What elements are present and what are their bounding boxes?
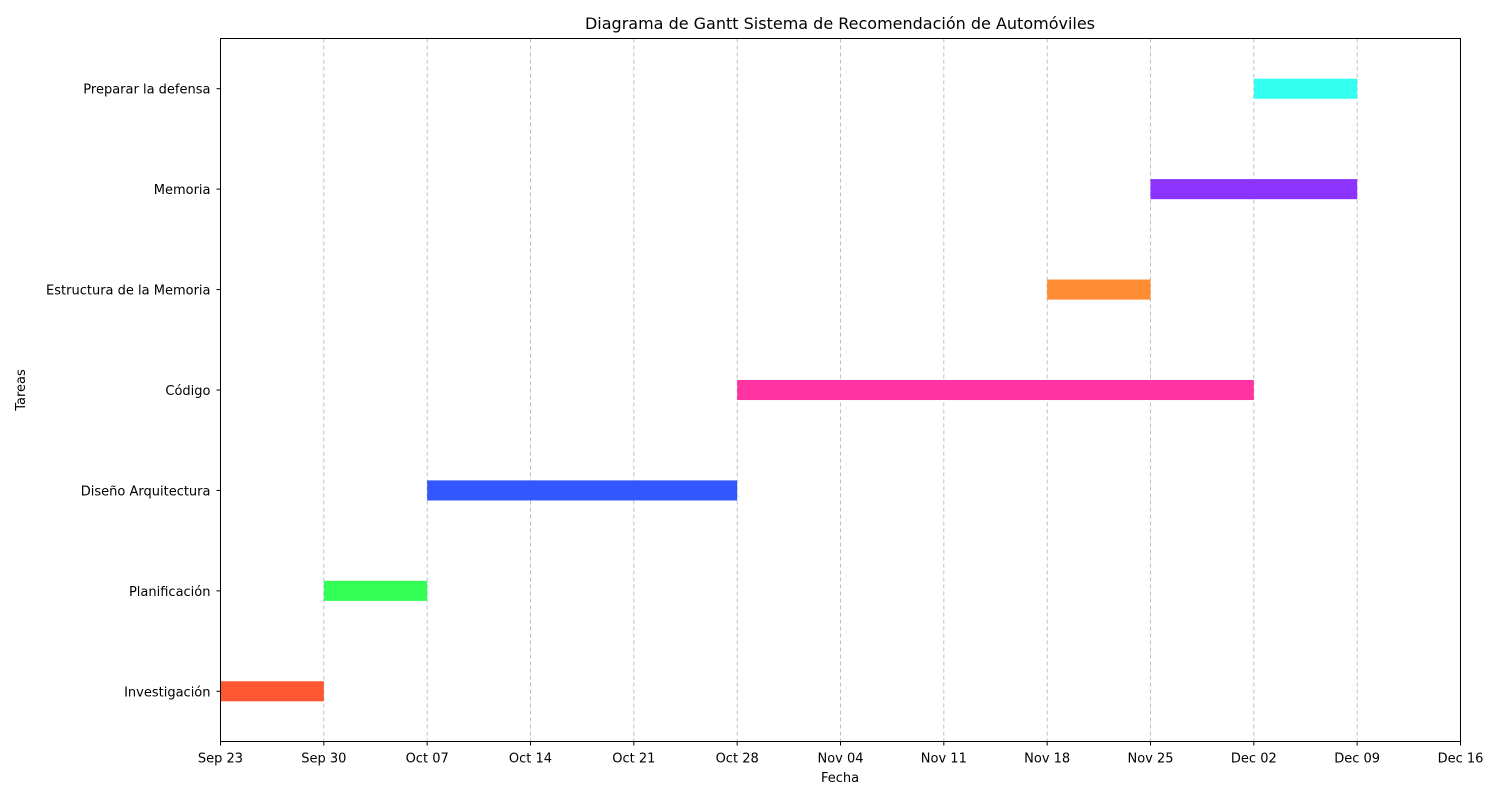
x-tick-label: Oct 28: [716, 752, 759, 767]
x-tick-label: Dec 16: [1438, 752, 1484, 767]
task-bar: [1047, 279, 1151, 300]
x-tick-label: Oct 21: [612, 752, 655, 767]
x-tick-label: Oct 07: [406, 752, 449, 767]
task-bar: [1150, 179, 1358, 200]
x-tick-label: Nov 25: [1127, 752, 1173, 767]
y-tick-label: Código: [165, 384, 210, 399]
y-axis-ticks: Investigación Planificación Diseño Arquite…: [46, 83, 221, 700]
y-tick-label: Planificación: [129, 585, 211, 600]
task-bar: [1253, 78, 1358, 99]
task-bar: [737, 379, 1254, 401]
task-bar: [427, 480, 738, 501]
task-bar: [323, 580, 428, 601]
x-tick-label: Oct 14: [509, 752, 552, 767]
x-tick-label: Nov 11: [921, 752, 967, 767]
y-axis-label: Tareas: [14, 369, 29, 412]
y-tick-label: Estructura de la Memoria: [46, 284, 210, 299]
x-tick-label: Sep 23: [198, 752, 243, 767]
y-tick-label: Memoria: [154, 183, 211, 198]
chart-title: Diagrama de Gantt Sistema de Recomendaci…: [585, 14, 1095, 33]
x-axis-ticks: Sep 23 Sep 30 Oct 07 Oct 14 Oct 21 Oct 28 Nov …: [198, 741, 1484, 767]
task-bars: [220, 78, 1358, 702]
y-tick-label: Investigación: [124, 685, 210, 700]
x-tick-label: Sep 30: [301, 752, 346, 767]
x-tick-label: Nov 18: [1024, 752, 1070, 767]
task-bar: [220, 681, 324, 702]
y-tick-label: Diseño Arquitectura: [81, 484, 211, 499]
x-tick-label: Dec 09: [1334, 752, 1380, 767]
x-axis-label: Fecha: [821, 771, 859, 786]
x-tick-label: Nov 04: [817, 752, 863, 767]
y-tick-label: Preparar la defensa: [83, 83, 210, 98]
x-tick-label: Dec 02: [1231, 752, 1277, 767]
